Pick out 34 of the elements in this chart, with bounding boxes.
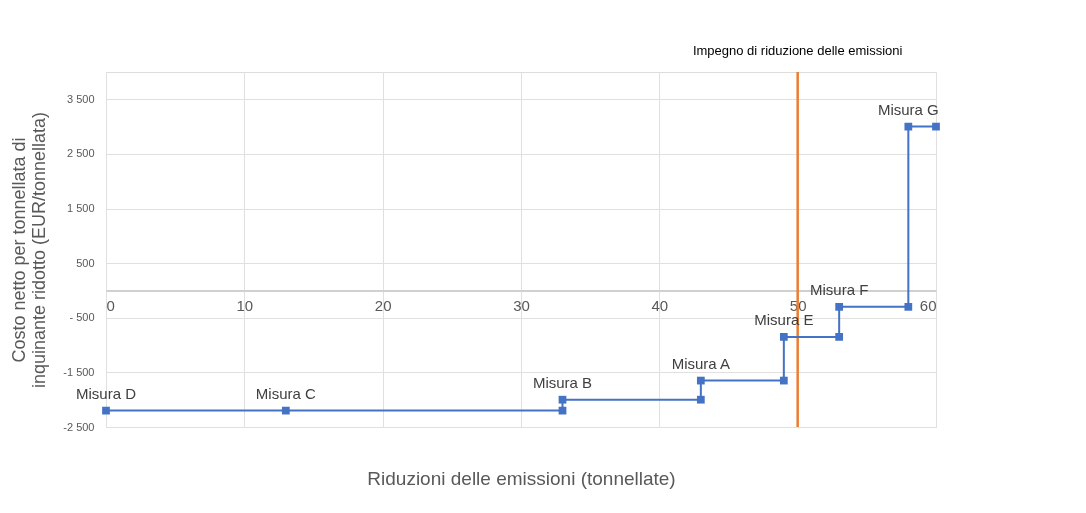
point xyxy=(932,122,940,131)
y-tick-label: 500 xyxy=(76,256,95,269)
point xyxy=(904,122,913,131)
point xyxy=(779,376,788,385)
point xyxy=(779,333,788,341)
point xyxy=(558,395,567,404)
x-tick-label: 40 xyxy=(651,296,669,314)
point xyxy=(696,395,705,404)
x-tick-label: 30 xyxy=(513,296,530,314)
x-tick-label: 0 xyxy=(106,296,115,314)
point xyxy=(835,302,844,311)
annotation: Misura D xyxy=(75,384,137,402)
y-tick-label: 3 500 xyxy=(66,92,95,105)
y-tick-label: - 500 xyxy=(69,311,95,324)
y-tick-label: -1 500 xyxy=(63,365,95,378)
y-axis-title: Costo netto per tonnellata di inquinante ridotto (EUR/tonnellata) xyxy=(9,111,50,389)
x-tick-label: 20 xyxy=(374,296,392,314)
x-tick-label: 60 xyxy=(919,296,937,314)
ref-line-label: Impegno di riduzione delle emissioni xyxy=(692,43,903,58)
point xyxy=(696,376,705,385)
point xyxy=(904,302,913,311)
annotation: Misura G xyxy=(877,100,939,118)
x-axis-title: Riduzioni delle emissioni (tonnellate) xyxy=(367,467,676,489)
annotation: Misura C xyxy=(255,384,316,402)
point xyxy=(281,406,290,415)
point xyxy=(835,333,844,341)
annotation: Misura B xyxy=(532,373,593,391)
x-tick-label: 10 xyxy=(236,296,254,314)
y-tick-label: 1 500 xyxy=(66,202,95,215)
y-tick-label: 2 500 xyxy=(66,147,95,160)
y-tick-label: -2 500 xyxy=(63,420,95,433)
annotation: Misura A xyxy=(671,354,731,372)
point xyxy=(102,406,110,415)
annotation: Misura F xyxy=(809,280,869,298)
